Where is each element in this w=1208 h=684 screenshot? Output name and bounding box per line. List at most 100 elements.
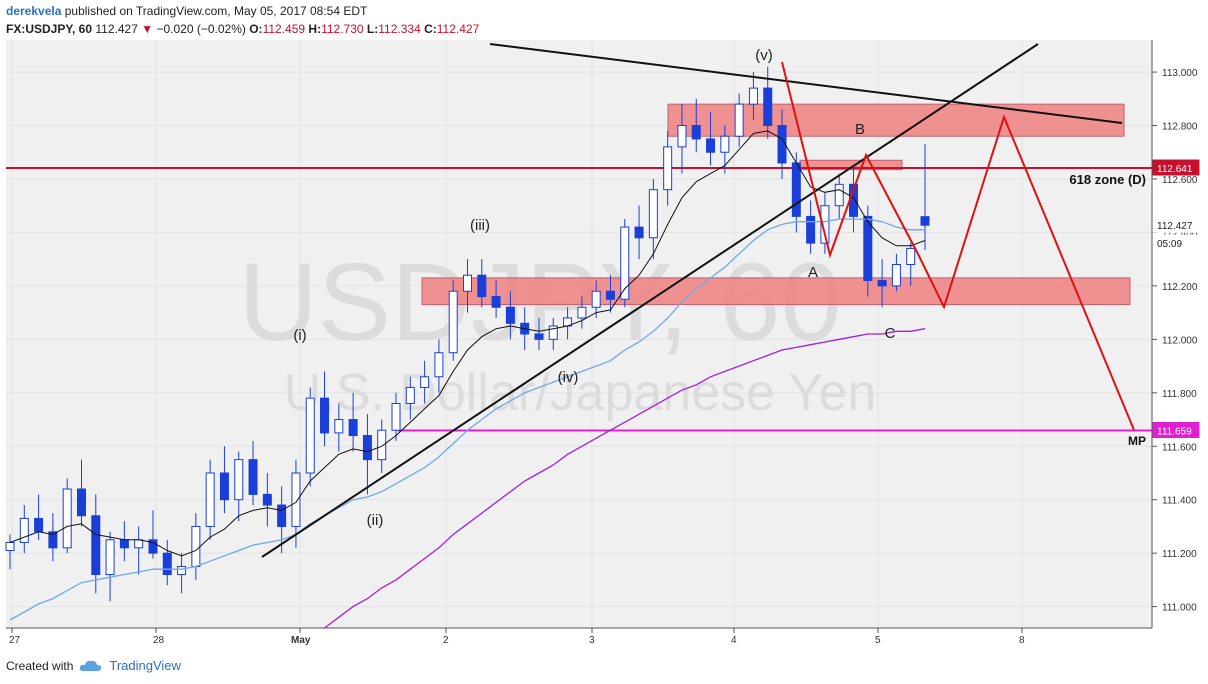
supply-demand-zones[interactable] (421, 103, 1131, 306)
tradingview-brand-link[interactable]: TradingView (109, 658, 181, 673)
created-with-label: Created with (6, 658, 74, 673)
close-label: C: (424, 22, 437, 36)
candle-up (577, 306, 587, 319)
open-label: O: (249, 22, 263, 36)
candle-up (191, 525, 201, 568)
price-chart[interactable]: USDJPY, 60 U.S. Dollar/Japanese Yen (i)(… (0, 40, 1208, 654)
y-tick-label: 111.000 (1162, 603, 1197, 614)
candle-up (448, 290, 458, 354)
candle-up (391, 402, 401, 431)
candle-up (305, 397, 315, 474)
candle-up (591, 290, 601, 308)
x-tick-label: May (291, 635, 311, 646)
horizontal-levels[interactable] (6, 167, 1152, 432)
zone-rect (421, 277, 1131, 306)
x-tick-label: 5 (875, 635, 881, 646)
projection-path[interactable] (917, 114, 1135, 431)
x-tick-label: 8 (1019, 635, 1025, 646)
price-axis-ticks: 113.000 112.800 112.600 112.400 112.200 112.0… (1152, 68, 1198, 614)
x-tick-label: 3 (589, 635, 595, 646)
candle-up (105, 539, 115, 576)
wave-label: (i) (293, 327, 306, 344)
candle-up (748, 87, 758, 105)
candle-up (663, 146, 673, 191)
candle-up (620, 226, 630, 300)
time-axis[interactable] (6, 628, 1152, 654)
author-link[interactable]: derekvela (6, 4, 62, 18)
candle-down (162, 552, 172, 576)
candle-down (491, 296, 501, 308)
candle-up (434, 352, 444, 378)
candle-down (605, 290, 615, 300)
lower-trendline[interactable] (261, 43, 1039, 558)
candles (5, 66, 930, 602)
price-change: −0.020 (−0.02%) (156, 22, 246, 36)
candle-up (420, 376, 430, 388)
price-tag-label: 05:09 (1157, 239, 1182, 250)
y-tick-label: 111.800 (1162, 389, 1197, 400)
price-tag-bg (1152, 216, 1200, 233)
price-tag-bg (1152, 234, 1200, 251)
candle-down (277, 504, 287, 527)
wave-label: (iii) (470, 217, 490, 234)
zone-rect (667, 103, 1125, 137)
price-tag-bg (1152, 159, 1200, 176)
time-axis-ticks: 27 28 May 2 3 4 5 8 (9, 628, 1025, 646)
x-tick-label: 28 (153, 635, 165, 646)
candle-up (291, 472, 301, 527)
moving-averages (9, 130, 926, 629)
candle-up (134, 539, 144, 549)
pattern-projection[interactable] (781, 61, 1135, 431)
candle-down (76, 488, 86, 517)
y-tick-label: 112.000 (1162, 335, 1198, 346)
y-tick-label: 113.000 (1162, 68, 1198, 79)
ema-long-line (324, 328, 926, 629)
ohlc-line: FX:USDJPY, 60 112.427 ▼ −0.020 (−0.02%) … (6, 22, 479, 36)
candle-down (262, 493, 272, 506)
candle-up (463, 274, 472, 292)
x-tick-label: 2 (443, 635, 449, 646)
candle-down (806, 215, 816, 244)
ema-mid-line (9, 218, 925, 621)
harmonic-pattern[interactable] (781, 61, 919, 259)
candle-down (91, 515, 101, 576)
ema-short-line (9, 130, 926, 557)
published-text: published on TradingView.com, May 05, 20… (64, 4, 368, 18)
candle-down (219, 472, 229, 501)
candle-up (334, 419, 344, 434)
wave-label: (ii) (367, 512, 384, 529)
wave-label: (iv) (558, 369, 579, 386)
high-value: 112.730 (321, 22, 364, 36)
candle-down (119, 539, 129, 549)
candle-up (234, 459, 244, 501)
candle-down (634, 226, 644, 239)
candle-down (791, 162, 801, 217)
y-tick-label: 111.400 (1162, 496, 1197, 507)
candle-up (405, 386, 415, 404)
candle-down (48, 531, 58, 549)
trendlines[interactable] (261, 43, 1123, 558)
candle-down (763, 87, 773, 127)
upper-trendline[interactable] (489, 43, 1123, 124)
candle-down (34, 517, 44, 533)
symbol-label[interactable]: FX:USDJPY, 60 (6, 22, 93, 36)
candle-down (691, 125, 701, 140)
candle-down (863, 215, 873, 282)
footer: Created with TradingView (6, 658, 181, 673)
candle-down (534, 333, 544, 340)
wave-label: (v) (755, 47, 773, 64)
candle-up (891, 264, 901, 287)
candle-down (505, 306, 515, 324)
x-tick-label: 4 (731, 635, 737, 646)
low-label: L: (366, 22, 379, 36)
candle-up (906, 247, 916, 266)
y-tick-label: 112.200 (1162, 282, 1198, 293)
wave-label: A (808, 264, 818, 281)
candle-down (320, 397, 330, 434)
candle-down (248, 459, 258, 495)
y-tick-label: 112.800 (1162, 122, 1198, 133)
candle-up (205, 472, 215, 527)
high-label: H: (308, 22, 322, 36)
wave-label: C (885, 325, 896, 342)
price-axis[interactable] (1152, 40, 1208, 654)
